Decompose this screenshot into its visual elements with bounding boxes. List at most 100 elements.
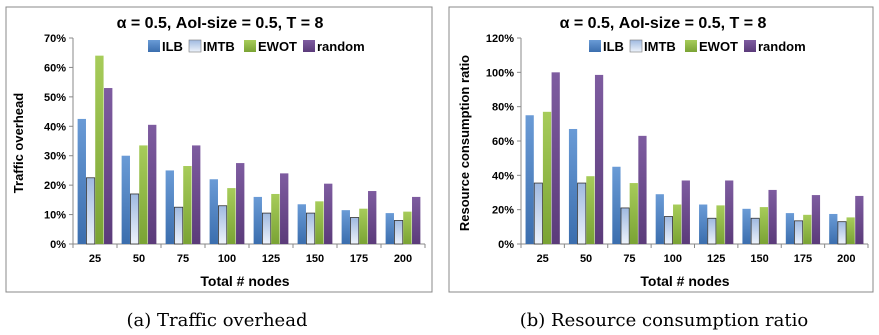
chart-b-bar-random-75 xyxy=(638,135,647,244)
chart-a-y-tick-label: 50% xyxy=(44,92,66,104)
chart-b-title: α = 0.5, AoI-size = 0.5, T = 8 xyxy=(560,15,767,32)
chart-b-x-tick-label: 100 xyxy=(664,253,682,265)
chart-a-bar-random-25 xyxy=(104,88,113,245)
chart-b-bar-imtb-100 xyxy=(663,216,673,245)
chart-b-bar-ilb-75 xyxy=(612,166,621,244)
chart-b-bar-imtb-200 xyxy=(837,221,847,245)
chart-a-bar-ilb-150 xyxy=(297,204,306,244)
chart-b-bar-ilb-25 xyxy=(525,115,534,244)
chart-a-y-tick-label: 30% xyxy=(44,151,66,163)
chart-b-x-tick-label: 25 xyxy=(537,253,549,265)
chart-b-y-tick-label: 20% xyxy=(492,205,514,217)
chart-a-bar-ilb-75 xyxy=(165,170,174,244)
chart-a-bar-ewot-50 xyxy=(139,145,148,244)
chart-a-bar-imtb-25 xyxy=(86,177,96,245)
chart-a-bar-random-150 xyxy=(324,183,333,244)
chart-a-bar-ilb-50 xyxy=(121,155,130,244)
chart-a: α = 0.5, AoI-size = 0.5, T = 8 Traffic o… xyxy=(5,6,433,331)
chart-b-xlabel: Total # nodes xyxy=(640,273,729,289)
chart-b-bar-imtb-150 xyxy=(750,217,760,245)
chart-b-bar-imtb-50 xyxy=(577,182,587,245)
chart-b-x-tick-label: 175 xyxy=(794,253,812,265)
caption-a: (a) Traffic overhead xyxy=(127,310,308,331)
chart-a-bar-ewot-100 xyxy=(227,188,236,244)
chart-b-bar-imtb-175 xyxy=(794,220,804,245)
chart-b-bar-ewot-75 xyxy=(629,183,638,244)
chart-a-bar-ewot-125 xyxy=(271,193,280,244)
chart-b-bar-random-175 xyxy=(811,195,821,244)
chart-b-bar-random-50 xyxy=(594,74,604,245)
chart-a-title: α = 0.5, AoI-size = 0.5, T = 8 xyxy=(117,15,324,32)
legend-label-random: random xyxy=(758,39,806,54)
chart-b-y-tick-label: 40% xyxy=(492,170,514,182)
chart-a-bar-imtb-175 xyxy=(350,217,360,245)
chart-a-plot: 0% 10% 20% 30% 40% 50% 60% 70% 25 50 75 100 125 150 17… xyxy=(44,33,426,265)
chart-a-xlabel: Total # nodes xyxy=(200,273,289,289)
chart-a-bar-random-75 xyxy=(192,145,201,244)
chart-b-bar-ilb-125 xyxy=(699,204,708,244)
chart-a-x-tick-label: 75 xyxy=(177,253,189,265)
chart-a-bar-imtb-75 xyxy=(174,206,184,245)
chart-a-bar-ilb-125 xyxy=(253,196,262,244)
chart-b-bar-ewot-200 xyxy=(846,217,855,244)
chart-b-bar-ewot-100 xyxy=(673,204,682,244)
legend-swatch-ilb xyxy=(589,40,601,52)
chart-b-x-tick-label: 150 xyxy=(750,253,768,265)
chart-a-bar-random-125 xyxy=(280,173,289,244)
legend-swatch-ilb xyxy=(148,40,160,52)
chart-b-x-tick-label: 125 xyxy=(707,253,725,265)
chart-a-ylabel: Traffic overhead xyxy=(11,93,26,193)
chart-a-bar-ilb-100 xyxy=(209,179,218,244)
chart-a-y-tick-label: 40% xyxy=(44,121,66,133)
chart-b-y-tick-label: 80% xyxy=(492,102,514,114)
chart-b-bar-ilb-150 xyxy=(742,208,751,244)
chart-a-x-tick-label: 150 xyxy=(306,253,324,265)
chart-a-bar-ewot-75 xyxy=(183,166,192,244)
chart-b-bar-ilb-200 xyxy=(829,213,838,244)
legend-swatch-imtb xyxy=(629,39,643,53)
chart-a-bar-ewot-150 xyxy=(315,201,324,244)
chart-a-x-tick-label: 25 xyxy=(89,253,101,265)
chart-a-legend: ILB IMTB EWOT random xyxy=(148,39,365,54)
chart-a-x-tick-label: 200 xyxy=(394,253,412,265)
chart-b-bar-random-125 xyxy=(725,180,734,244)
chart-b-bar-ewot-125 xyxy=(716,205,725,244)
chart-b-bar-ilb-100 xyxy=(655,194,664,244)
chart-a-bar-random-175 xyxy=(368,191,377,244)
chart-a-x-tick-label: 50 xyxy=(133,253,145,265)
legend-label-random: random xyxy=(317,39,365,54)
legend-swatch-imtb xyxy=(188,39,202,53)
chart-a-y-tick-label: 10% xyxy=(44,210,66,222)
chart-b-bar-ilb-50 xyxy=(568,128,578,244)
chart-b-legend: ILB IMTB EWOT random xyxy=(589,39,806,54)
chart-b-x-tick-label: 75 xyxy=(623,253,635,265)
legend-label-ilb: ILB xyxy=(603,39,624,54)
legend-label-ilb: ILB xyxy=(162,39,183,54)
legend-label-ewot: EWOT xyxy=(699,39,738,54)
chart-b-bar-random-150 xyxy=(768,189,777,244)
chart-a-bar-ewot-175 xyxy=(359,208,368,244)
chart-b-bar-ewot-175 xyxy=(803,214,812,244)
chart-b-bar-imtb-125 xyxy=(707,217,717,245)
chart-a-bar-ewot-200 xyxy=(403,211,412,244)
chart-b-bar-random-25 xyxy=(551,72,560,244)
chart-b-x-tick-label: 50 xyxy=(580,253,592,265)
chart-b-y-tick-label: 60% xyxy=(492,136,514,148)
chart-a-bar-imtb-150 xyxy=(306,212,316,245)
chart-a-bar-random-100 xyxy=(236,163,245,244)
legend-swatch-ewot xyxy=(685,40,697,52)
caption-b: (b) Resource consumption ratio xyxy=(520,310,808,331)
legend-swatch-random xyxy=(303,40,315,52)
chart-a-y-tick-label: 60% xyxy=(44,62,66,74)
chart-a-x-tick-label: 175 xyxy=(350,253,368,265)
chart-a-y-tick-label: 0% xyxy=(50,239,66,251)
chart-b-ylabel: Resource consumption ratio xyxy=(457,55,472,231)
chart-b-bar-ilb-175 xyxy=(785,213,795,244)
chart-a-bar-imtb-200 xyxy=(394,220,404,245)
chart-b-y-tick-label: 120% xyxy=(486,33,514,45)
chart-b: α = 0.5, AoI-size = 0.5, T = 8 Resource … xyxy=(448,6,874,331)
legend-label-imtb: IMTB xyxy=(644,39,676,54)
chart-b-bar-ewot-25 xyxy=(542,111,552,244)
chart-b-bar-imtb-25 xyxy=(533,182,543,245)
